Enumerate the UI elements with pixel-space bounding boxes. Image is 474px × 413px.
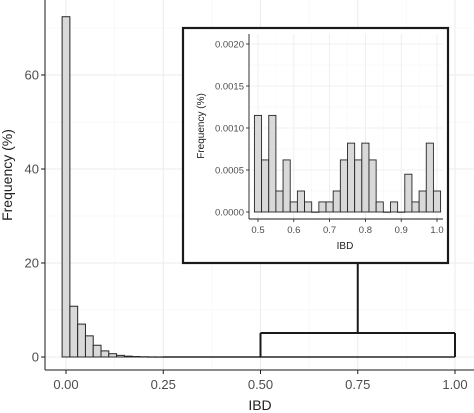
- inset-y-tick-label: 0.0015: [215, 82, 244, 93]
- inset-frame: [181, 26, 450, 265]
- inset-bar: [325, 201, 334, 213]
- inset-border: [181, 26, 450, 265]
- main-bar: [61, 16, 71, 358]
- main-bar: [100, 350, 110, 358]
- inset-x-tick-label: 0.5: [251, 225, 264, 236]
- main-x-tick-labels: 0.00 0.25 0.50 0.75 1.00: [53, 370, 468, 392]
- inset-y-tick-label: 0.0010: [215, 124, 244, 135]
- main-y-tick-label: 40: [25, 162, 39, 177]
- inset-y-tick-labels: 0.0000 0.0005 0.0010 0.0015 0.0020: [215, 40, 249, 219]
- inset-bar: [339, 159, 348, 213]
- inset-y-tick-label: 0.0005: [215, 166, 244, 177]
- main-y-tick-label: 20: [25, 256, 39, 271]
- inset-bar: [332, 190, 341, 213]
- inset-bar: [268, 114, 277, 213]
- main-y-tick-label: 60: [25, 68, 39, 83]
- main-x-tick-label: 1.00: [442, 377, 467, 392]
- main-bar: [92, 344, 102, 358]
- inset-axes: [248, 34, 443, 220]
- inset-bar: [289, 201, 298, 213]
- inset-y-tick-label: 0.0000: [215, 208, 244, 219]
- main-y-tick-label: 0: [32, 350, 39, 365]
- main-axes: [44, 0, 474, 371]
- inset-x-tick-label: 0.8: [359, 225, 372, 236]
- inset-bar: [418, 190, 427, 213]
- inset-x-tick-label: 0.6: [287, 225, 300, 236]
- inset-bar: [404, 173, 413, 213]
- main-bar: [116, 354, 125, 358]
- inset-bar: [432, 190, 442, 213]
- main-y-axis-title: Frequency (%): [0, 129, 15, 221]
- inset-x-tick-label: 1.0: [430, 225, 443, 236]
- inset-x-tick-label: 0.7: [323, 225, 336, 236]
- main-histogram-bars: [61, 16, 455, 358]
- inset-y-tick-label: 0.0020: [215, 40, 244, 51]
- inset-bar: [361, 142, 370, 213]
- inset-bar: [282, 159, 291, 213]
- inset-x-tick-labels: 0.5 0.6 0.7 0.8 0.9 1.0: [251, 219, 444, 236]
- main-x-axis-title: IBD: [248, 397, 271, 413]
- inset-bar: [354, 159, 363, 213]
- inset-bar: [275, 190, 284, 213]
- main-x-tick-label: 0.75: [345, 377, 370, 392]
- main-x-tick-label: 0.50: [248, 377, 273, 392]
- inset-bar: [304, 201, 313, 213]
- inset-y-axis-title: Frequency (%): [196, 93, 207, 159]
- main-x-tick-label: 0.00: [53, 377, 78, 392]
- inset-bar: [375, 201, 384, 213]
- inset-x-axis-title: IBD: [337, 241, 354, 252]
- inset-histogram-bars: [253, 114, 442, 213]
- inset-bar: [261, 159, 270, 213]
- main-bar: [123, 355, 133, 358]
- main-bar: [108, 353, 118, 358]
- main-x-tick-label: 0.25: [151, 377, 176, 392]
- inset-bar: [296, 190, 305, 213]
- main-bar: [77, 323, 86, 358]
- inset-x-tick-label: 0.9: [395, 225, 408, 236]
- main-bar: [69, 305, 79, 358]
- main-bar: [84, 335, 94, 358]
- inset-bar: [390, 201, 399, 213]
- inset-bar: [411, 201, 420, 213]
- inset-bar: [368, 159, 377, 213]
- main-y-tick-labels: 0 20 40 60: [25, 68, 45, 365]
- inset-bar: [425, 142, 434, 213]
- inset-bar: [347, 142, 356, 213]
- inset-bar: [253, 114, 263, 213]
- inset-bar: [318, 201, 327, 213]
- zoom-bracket: [259, 263, 456, 357]
